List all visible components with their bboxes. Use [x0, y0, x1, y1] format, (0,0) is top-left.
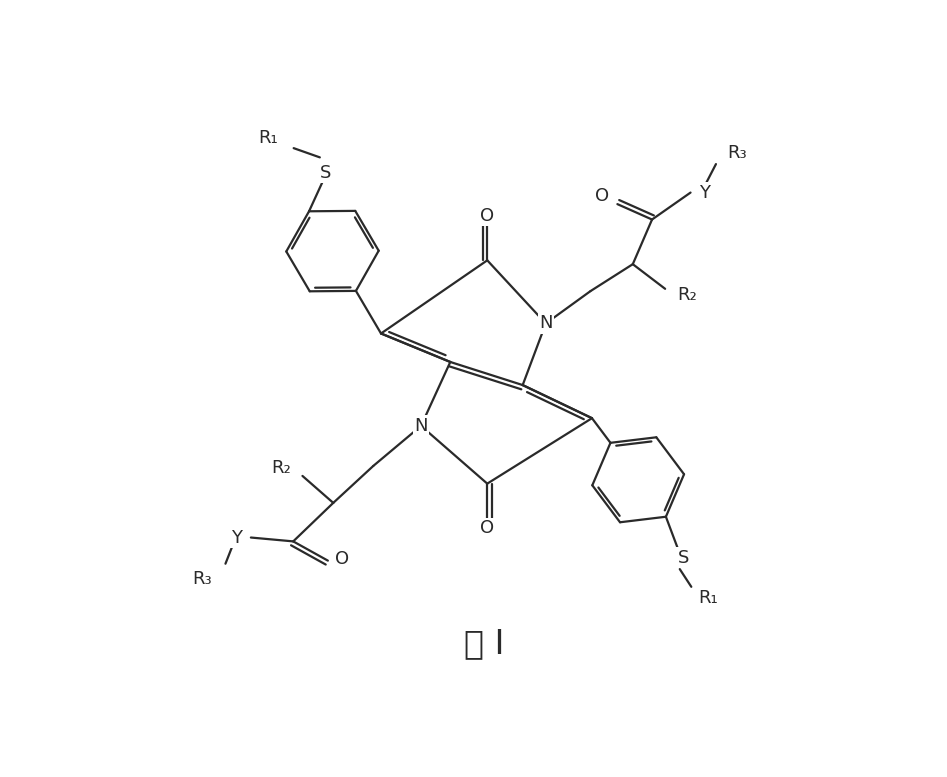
- Text: S: S: [678, 549, 689, 566]
- Text: O: O: [595, 187, 609, 205]
- Text: O: O: [480, 207, 494, 225]
- Text: R₂: R₂: [677, 286, 697, 304]
- Text: O: O: [480, 519, 494, 537]
- Text: R₁: R₁: [259, 129, 278, 147]
- Text: S: S: [320, 164, 331, 182]
- Text: Y: Y: [231, 528, 242, 546]
- Text: R₁: R₁: [698, 590, 718, 608]
- Text: R₂: R₂: [271, 459, 291, 477]
- Text: N: N: [414, 417, 428, 435]
- Text: 式 I: 式 I: [464, 627, 505, 660]
- Text: R₃: R₃: [727, 144, 746, 162]
- Text: Y: Y: [699, 183, 710, 201]
- Text: R₃: R₃: [192, 570, 212, 588]
- Text: O: O: [334, 550, 348, 568]
- Text: N: N: [539, 315, 552, 333]
